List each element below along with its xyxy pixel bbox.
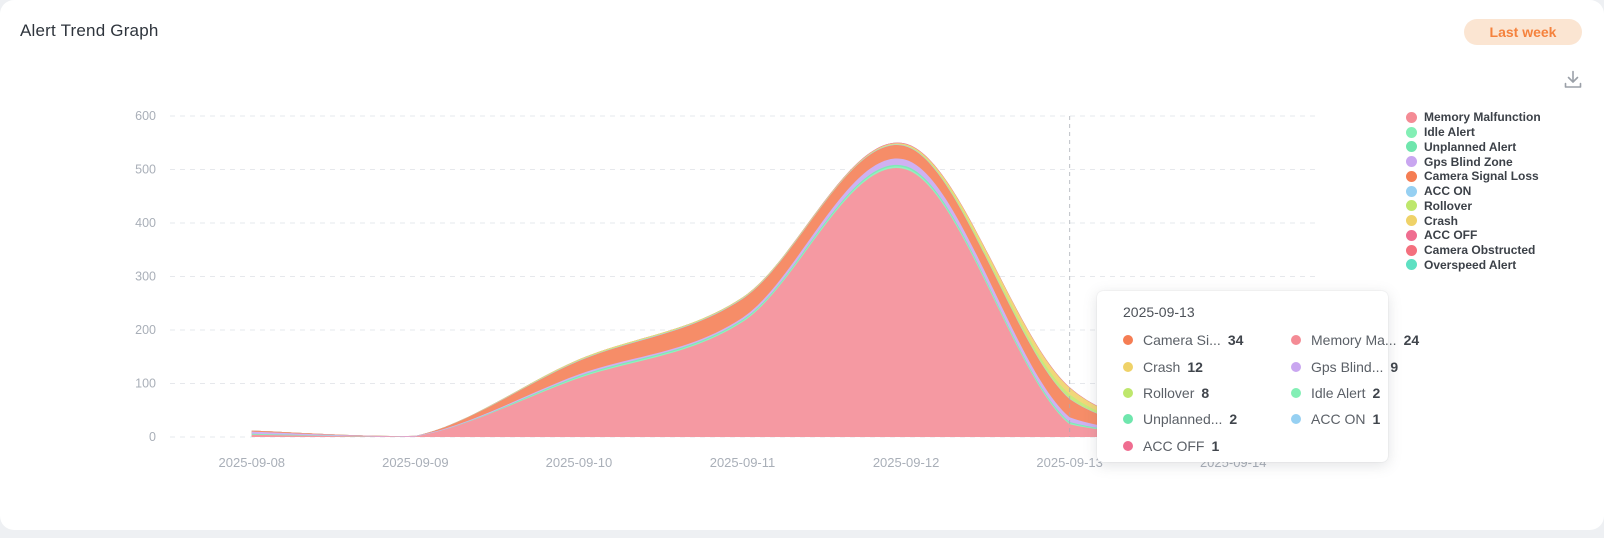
range-badge[interactable]: Last week	[1464, 19, 1582, 45]
tooltip-series-label: Crash	[1143, 358, 1181, 375]
legend-item-memory-malfunction[interactable]: Memory Malfunction	[1406, 110, 1541, 125]
legend-item-camera-signal-loss[interactable]: Camera Signal Loss	[1406, 169, 1541, 184]
tooltip-series-value: 8	[1201, 384, 1210, 401]
x-tick-label: 2025-09-08	[219, 455, 286, 470]
tooltip-items: Camera Si... 34 Memory Ma... 24 Crash 12 Gps B…	[1123, 327, 1419, 459]
legend-label: Overspeed Alert	[1424, 257, 1517, 272]
tooltip-item-memory-ma: Memory Ma... 24	[1291, 327, 1419, 353]
tooltip-series-label: Rollover	[1143, 384, 1195, 401]
x-tick-label: 2025-09-13	[1036, 455, 1103, 470]
legend-item-acc-off[interactable]: ACC OFF	[1406, 228, 1541, 243]
x-tick-label: 2025-09-11	[710, 455, 776, 470]
tooltip-series-value: 1	[1372, 411, 1381, 428]
y-tick-label: 200	[135, 323, 156, 337]
tooltip-series-dot	[1123, 361, 1133, 372]
tooltip-series-label: ACC ON	[1311, 411, 1366, 428]
y-tick-label: 100	[135, 377, 156, 391]
tooltip-series-value: 34	[1227, 332, 1244, 349]
tooltip-series-dot	[1291, 361, 1301, 372]
y-tick-label: 600	[135, 109, 156, 123]
tooltip-item-acc-off: ACC OFF 1	[1123, 433, 1291, 459]
tooltip-series-value: 24	[1403, 332, 1420, 349]
tooltip-series-label: Camera Si...	[1143, 332, 1221, 349]
legend-label: Unplanned Alert	[1424, 139, 1517, 154]
tooltip-series-label: Gps Blind...	[1311, 358, 1384, 375]
legend-label: Camera Signal Loss	[1424, 169, 1539, 184]
tooltip-series-label: Idle Alert	[1311, 384, 1366, 401]
legend-item-camera-obstructed[interactable]: Camera Obstructed	[1406, 243, 1541, 258]
legend-label: Rollover	[1424, 198, 1473, 213]
legend-label: Idle Alert	[1424, 125, 1475, 140]
legend-dot	[1406, 111, 1417, 123]
tooltip-date: 2025-09-13	[1123, 304, 1195, 320]
tooltip-series-value: 2	[1229, 411, 1238, 428]
legend-dot	[1406, 141, 1417, 153]
tooltip-series-dot	[1123, 440, 1133, 451]
y-tick-label: 300	[135, 270, 156, 284]
legend-label: ACC OFF	[1424, 228, 1478, 243]
tooltip-series-dot	[1291, 335, 1301, 346]
legend-item-unplanned-alert[interactable]: Unplanned Alert	[1406, 140, 1541, 155]
x-tick-label: 2025-09-12	[873, 455, 940, 470]
tooltip-series-dot	[1291, 387, 1301, 398]
legend-dot	[1406, 259, 1417, 271]
chart-tooltip: 2025-09-13 Camera Si... 34 Memory Ma... 24 C…	[1097, 291, 1419, 462]
legend-label: Crash	[1424, 213, 1459, 228]
tooltip-series-dot	[1123, 414, 1133, 425]
tooltip-series-dot	[1123, 387, 1133, 398]
legend-item-rollover[interactable]: Rollover	[1406, 199, 1541, 214]
y-tick-label: 500	[135, 163, 156, 177]
legend-label: Gps Blind Zone	[1424, 154, 1513, 169]
download-button[interactable]	[1560, 67, 1586, 93]
tooltip-item-rollover: Rollover 8	[1123, 380, 1291, 406]
legend-dot	[1406, 170, 1417, 182]
legend-dot	[1406, 126, 1417, 138]
tooltip-series-value: 2	[1372, 384, 1381, 401]
x-tick-label: 2025-09-10	[546, 455, 613, 470]
tooltip-series-label: Unplanned...	[1143, 411, 1223, 428]
page-title: Alert Trend Graph	[20, 21, 159, 40]
tooltip-item-idle-alert: Idle Alert 2	[1291, 380, 1419, 406]
tooltip-series-value: 12	[1187, 358, 1203, 375]
legend-label: Camera Obstructed	[1424, 243, 1536, 258]
legend-item-crash[interactable]: Crash	[1406, 213, 1541, 228]
tooltip-series-dot	[1291, 414, 1301, 425]
area-memory-malfunction	[251, 168, 1234, 437]
legend-item-idle-alert[interactable]: Idle Alert	[1406, 125, 1541, 140]
legend-dot	[1406, 156, 1417, 168]
legend-label: Memory Malfunction	[1424, 110, 1541, 125]
tooltip-series-value: 1	[1211, 437, 1220, 454]
download-icon	[1564, 70, 1582, 88]
tooltip-series-value: 9	[1390, 358, 1399, 375]
tooltip-series-label: Memory Ma...	[1311, 332, 1397, 349]
tooltip-item-unplanned: Unplanned... 2	[1123, 406, 1291, 432]
tooltip-item-camera-si: Camera Si... 34	[1123, 327, 1291, 353]
legend-dot	[1406, 185, 1417, 197]
tooltip-item-gps-blind: Gps Blind... 9	[1291, 353, 1419, 379]
tooltip-series-dot	[1123, 335, 1133, 346]
tooltip-item-acc-on: ACC ON 1	[1291, 406, 1419, 432]
tooltip-series-label: ACC OFF	[1143, 437, 1205, 454]
legend-item-gps-blind-zone[interactable]: Gps Blind Zone	[1406, 154, 1541, 169]
tooltip-item-crash: Crash 12	[1123, 353, 1291, 379]
legend-dot	[1406, 244, 1417, 256]
x-tick-label: 2025-09-09	[382, 455, 449, 470]
y-tick-label: 0	[149, 430, 156, 444]
legend-item-acc-on[interactable]: ACC ON	[1406, 184, 1541, 199]
legend-dot	[1406, 215, 1417, 227]
y-tick-label: 400	[135, 216, 156, 230]
legend-item-overspeed-alert[interactable]: Overspeed Alert	[1406, 258, 1541, 273]
legend-dot	[1406, 229, 1417, 241]
legend-label: ACC ON	[1424, 184, 1472, 199]
legend-dot	[1406, 200, 1417, 212]
chart-legend: Memory Malfunction Idle Alert Unplanned Al…	[1406, 110, 1541, 272]
